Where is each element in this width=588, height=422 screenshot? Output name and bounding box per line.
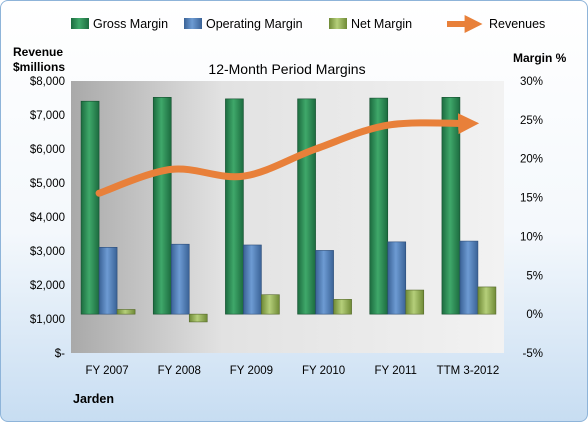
legend-item-operating-margin: Operating Margin (184, 17, 303, 31)
category-label: FY 2009 (230, 365, 273, 377)
gross-margin-bar (297, 98, 316, 315)
gross-margin-bar (441, 97, 461, 315)
right-tick-label: 10% (520, 231, 543, 243)
gross-margin-bar (80, 100, 100, 315)
operating-margin-bar (315, 250, 334, 315)
operating-margin-bar (387, 241, 407, 315)
net-margin-bar (333, 299, 352, 315)
left-tick-label: $- (55, 348, 65, 360)
left-tick-label: $4,000 (30, 212, 65, 224)
category-label: FY 2010 (302, 365, 345, 377)
net-margin-bar (405, 289, 425, 315)
operating-margin-bar (98, 247, 118, 315)
net-margin-bar (116, 309, 136, 315)
left-tick-label: $1,000 (30, 314, 65, 326)
legend-swatch-net-margin (329, 18, 347, 29)
category-label: FY 2008 (158, 365, 201, 377)
left-tick-label: $2,000 (30, 280, 65, 292)
right-tick-label: 20% (520, 154, 543, 166)
left-tick-label: $7,000 (30, 110, 65, 122)
legend-label-operating-margin: Operating Margin (206, 17, 303, 31)
net-margin-bar (188, 313, 208, 323)
legend: Gross Margin Operating Margin Net Margin… (71, 15, 545, 33)
operating-margin-bar (459, 240, 479, 315)
right-tick-label: 30% (520, 76, 543, 88)
category-labels: FY 2007 FY 2008 FY 2009 FY 2010 FY 2011 TTM 3… (85, 365, 499, 377)
left-axis-title-line2: $millions (13, 60, 65, 74)
category-label: FY 2007 (85, 365, 128, 377)
revenue-series (95, 113, 480, 197)
legend-label-net-margin: Net Margin (351, 17, 412, 31)
left-axis-title-line1: Revenue (13, 45, 63, 59)
left-tick-label: $5,000 (30, 178, 65, 190)
chart-title: 12-Month Period Margins (208, 61, 365, 77)
gross-margin-bar (225, 98, 244, 315)
left-tick-label: $3,000 (30, 246, 65, 258)
right-tick-label: 5% (526, 270, 543, 282)
category-label: TTM 3-2012 (437, 365, 500, 377)
legend-item-revenues: Revenues (447, 15, 545, 33)
left-tick-label: $6,000 (30, 144, 65, 156)
left-axis-ticks: $- $1,000 $2,000 $3,000 $4,000 $5,000 $6,000 $7… (30, 76, 65, 360)
net-margin-bar (477, 286, 497, 315)
legend-swatch-gross-margin (71, 18, 89, 29)
legend-label-revenues: Revenues (489, 17, 545, 31)
right-tick-label: 0% (526, 309, 543, 321)
legend-swatch-operating-margin (184, 18, 202, 29)
right-tick-label: 25% (520, 115, 543, 127)
left-tick-label: $8,000 (30, 76, 65, 88)
right-tick-label: -5% (523, 348, 543, 360)
legend-label-gross-margin: Gross Margin (93, 17, 168, 31)
gross-margin-bar (152, 97, 172, 315)
right-axis-title: Margin % (513, 51, 567, 65)
category-label: FY 2011 (375, 365, 417, 377)
company-label: Jarden (73, 392, 114, 406)
operating-margin-bar (243, 244, 262, 315)
net-margin-bar (261, 294, 280, 315)
gross-margin-bar (369, 97, 389, 315)
legend-item-gross-margin: Gross Margin (71, 17, 168, 31)
operating-margin-bar (170, 243, 190, 315)
revenues-line (95, 113, 480, 197)
legend-item-net-margin: Net Margin (329, 17, 412, 31)
right-axis-ticks: -5% 0% 5% 10% 15% 20% 25% 30% (520, 76, 543, 360)
right-tick-label: 15% (520, 193, 543, 205)
